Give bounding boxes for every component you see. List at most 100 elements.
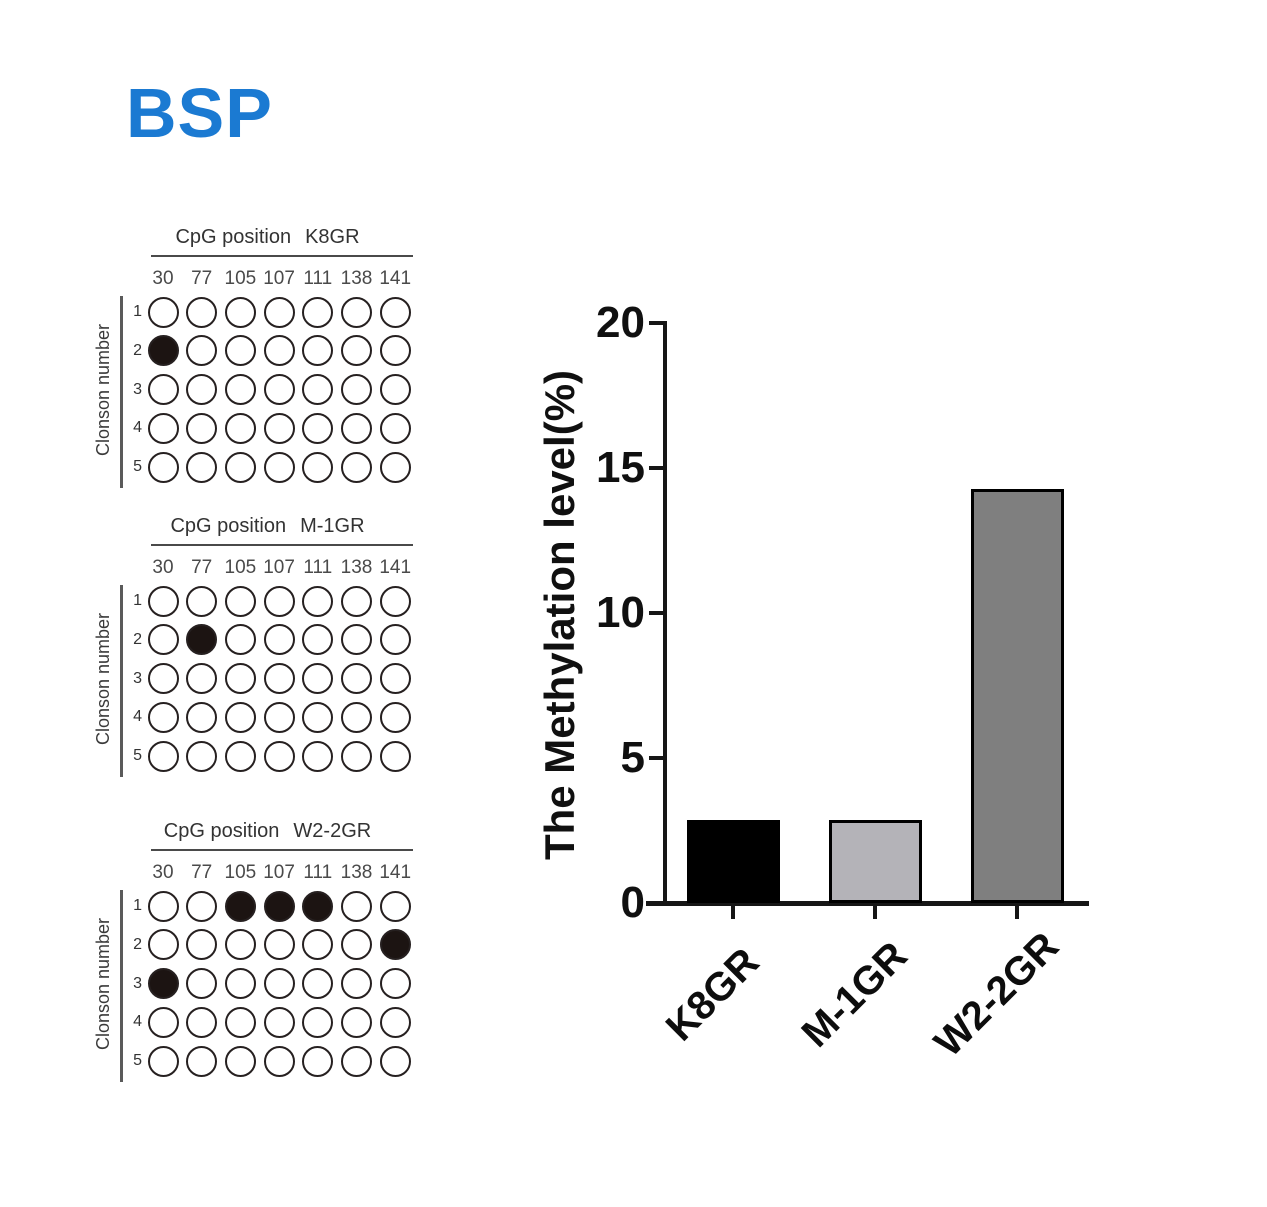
clone-row-label: 5 <box>133 458 142 476</box>
cpg-panel-K8GR: CpG position K8GR 30 77 105 107 111 138 141 Clons… <box>85 226 430 506</box>
cpg-position-label: 107 <box>263 862 295 883</box>
cpg-site-unmethylated <box>379 740 411 772</box>
cpg-site-unmethylated <box>302 624 334 656</box>
cpg-site-unmethylated <box>186 663 218 695</box>
cpg-site-unmethylated <box>302 335 334 367</box>
cpg-site-unmethylated <box>263 929 295 961</box>
cpg-site-unmethylated <box>302 968 334 1000</box>
clone-bracket-line <box>120 890 123 1082</box>
cpg-panel-M-1GR: CpG position M-1GR 30 77 105 107 111 138 141 Clon… <box>85 515 430 795</box>
cpg-site-unmethylated <box>224 929 256 961</box>
cpg-site-unmethylated <box>147 929 179 961</box>
cpg-panel-W2-2GR: CpG position W2-2GR 30 77 105 107 111 138 141 Clo… <box>85 820 430 1100</box>
panel-sample-name: W2-2GR <box>293 820 372 842</box>
cpg-site-unmethylated <box>379 701 411 733</box>
clone-row-label: 2 <box>133 341 142 359</box>
cpg-site-unmethylated <box>263 701 295 733</box>
cpg-site-methylated <box>263 890 295 922</box>
clone-row-label: 5 <box>133 1052 142 1070</box>
cpg-site-unmethylated <box>341 624 372 656</box>
cpg-site-unmethylated <box>147 451 179 483</box>
y-tick-mark <box>649 901 663 905</box>
cpg-position-label: 77 <box>191 557 213 578</box>
panel-title: CpG position W2-2GR <box>125 820 410 844</box>
cpg-site-unmethylated <box>302 740 334 772</box>
cpg-site-unmethylated <box>341 890 372 922</box>
cpg-site-unmethylated <box>302 585 334 617</box>
clone-row-label: 2 <box>133 935 142 953</box>
cpg-site-unmethylated <box>224 451 256 483</box>
cpg-position-label: 30 <box>152 557 174 578</box>
cpg-position-label: 105 <box>224 268 257 289</box>
cpg-site-unmethylated <box>147 585 179 617</box>
cpg-position-label: 111 <box>303 862 333 883</box>
cpg-position-label: 107 <box>263 557 295 578</box>
y-tick-label: 20 <box>596 298 645 347</box>
y-tick-label: 5 <box>620 733 645 782</box>
cpg-site-unmethylated <box>147 890 179 922</box>
cpg-position-label: 105 <box>224 862 257 883</box>
panel-title: CpG position M-1GR <box>125 515 410 539</box>
cpg-site-unmethylated <box>341 1006 372 1038</box>
cpg-site-unmethylated <box>263 451 295 483</box>
cpg-position-label: 111 <box>303 268 333 289</box>
y-tick-label: 15 <box>596 443 645 492</box>
x-tick-mark <box>1015 906 1019 919</box>
clone-row-label: 3 <box>133 974 142 992</box>
cpg-position-label: 107 <box>263 268 295 289</box>
cpg-site-unmethylated <box>224 624 256 656</box>
cpg-site-unmethylated <box>186 451 218 483</box>
clone-bracket-line <box>120 296 123 488</box>
cpg-site-unmethylated <box>224 335 256 367</box>
y-tick-mark <box>649 611 663 615</box>
cpg-site-unmethylated <box>379 1006 411 1038</box>
cpg-site-unmethylated <box>186 412 218 444</box>
cpg-site-unmethylated <box>224 1006 256 1038</box>
cpg-position-label: 111 <box>303 557 333 578</box>
bar-M-1GR <box>828 820 922 903</box>
cpg-site-unmethylated <box>341 451 372 483</box>
cpg-site-methylated <box>224 890 256 922</box>
cpg-site-unmethylated <box>186 890 218 922</box>
clone-number-axis-label: Clonson number <box>93 612 113 746</box>
cpg-site-unmethylated <box>147 412 179 444</box>
cpg-site-unmethylated <box>147 701 179 733</box>
cpg-position-label: 30 <box>152 862 174 883</box>
cpg-site-unmethylated <box>302 1006 334 1038</box>
x-axis-label-K8GR: K8GR <box>657 939 768 1050</box>
cpg-site-unmethylated <box>263 1006 295 1038</box>
cpg-site-unmethylated <box>186 335 218 367</box>
clone-row-label: 1 <box>133 592 142 609</box>
clone-bracket-line <box>120 585 123 777</box>
cpg-site-unmethylated <box>379 335 411 367</box>
cpg-site-unmethylated <box>302 374 334 406</box>
y-tick-mark <box>649 756 663 760</box>
cpg-position-label: 77 <box>191 268 213 289</box>
cpg-position-label: 138 <box>340 268 373 289</box>
bar-W2-2GR <box>970 489 1064 903</box>
clone-row-label: 5 <box>133 747 142 765</box>
cpg-site-unmethylated <box>263 296 295 328</box>
cpg-site-unmethylated <box>224 585 256 617</box>
panel-sample-name: K8GR <box>305 226 360 248</box>
cpg-site-unmethylated <box>224 740 256 772</box>
cpg-site-unmethylated <box>302 663 334 695</box>
cpg-site-methylated <box>147 335 179 367</box>
cpg-site-unmethylated <box>302 929 334 961</box>
cpg-site-unmethylated <box>379 296 411 328</box>
bar-K8GR <box>686 820 780 903</box>
y-tick-mark <box>649 321 663 325</box>
cpg-site-unmethylated <box>379 663 411 695</box>
y-axis-line <box>663 321 667 906</box>
panel-title-prefix: CpG position <box>170 515 287 537</box>
cpg-site-unmethylated <box>224 374 256 406</box>
cpg-site-unmethylated <box>147 663 179 695</box>
cpg-position-label: 141 <box>379 557 412 578</box>
cpg-site-unmethylated <box>186 740 218 772</box>
cpg-site-unmethylated <box>263 663 295 695</box>
cpg-site-unmethylated <box>186 701 218 733</box>
cpg-site-unmethylated <box>263 624 295 656</box>
figure-title: BSP <box>126 74 273 152</box>
cpg-site-unmethylated <box>224 296 256 328</box>
